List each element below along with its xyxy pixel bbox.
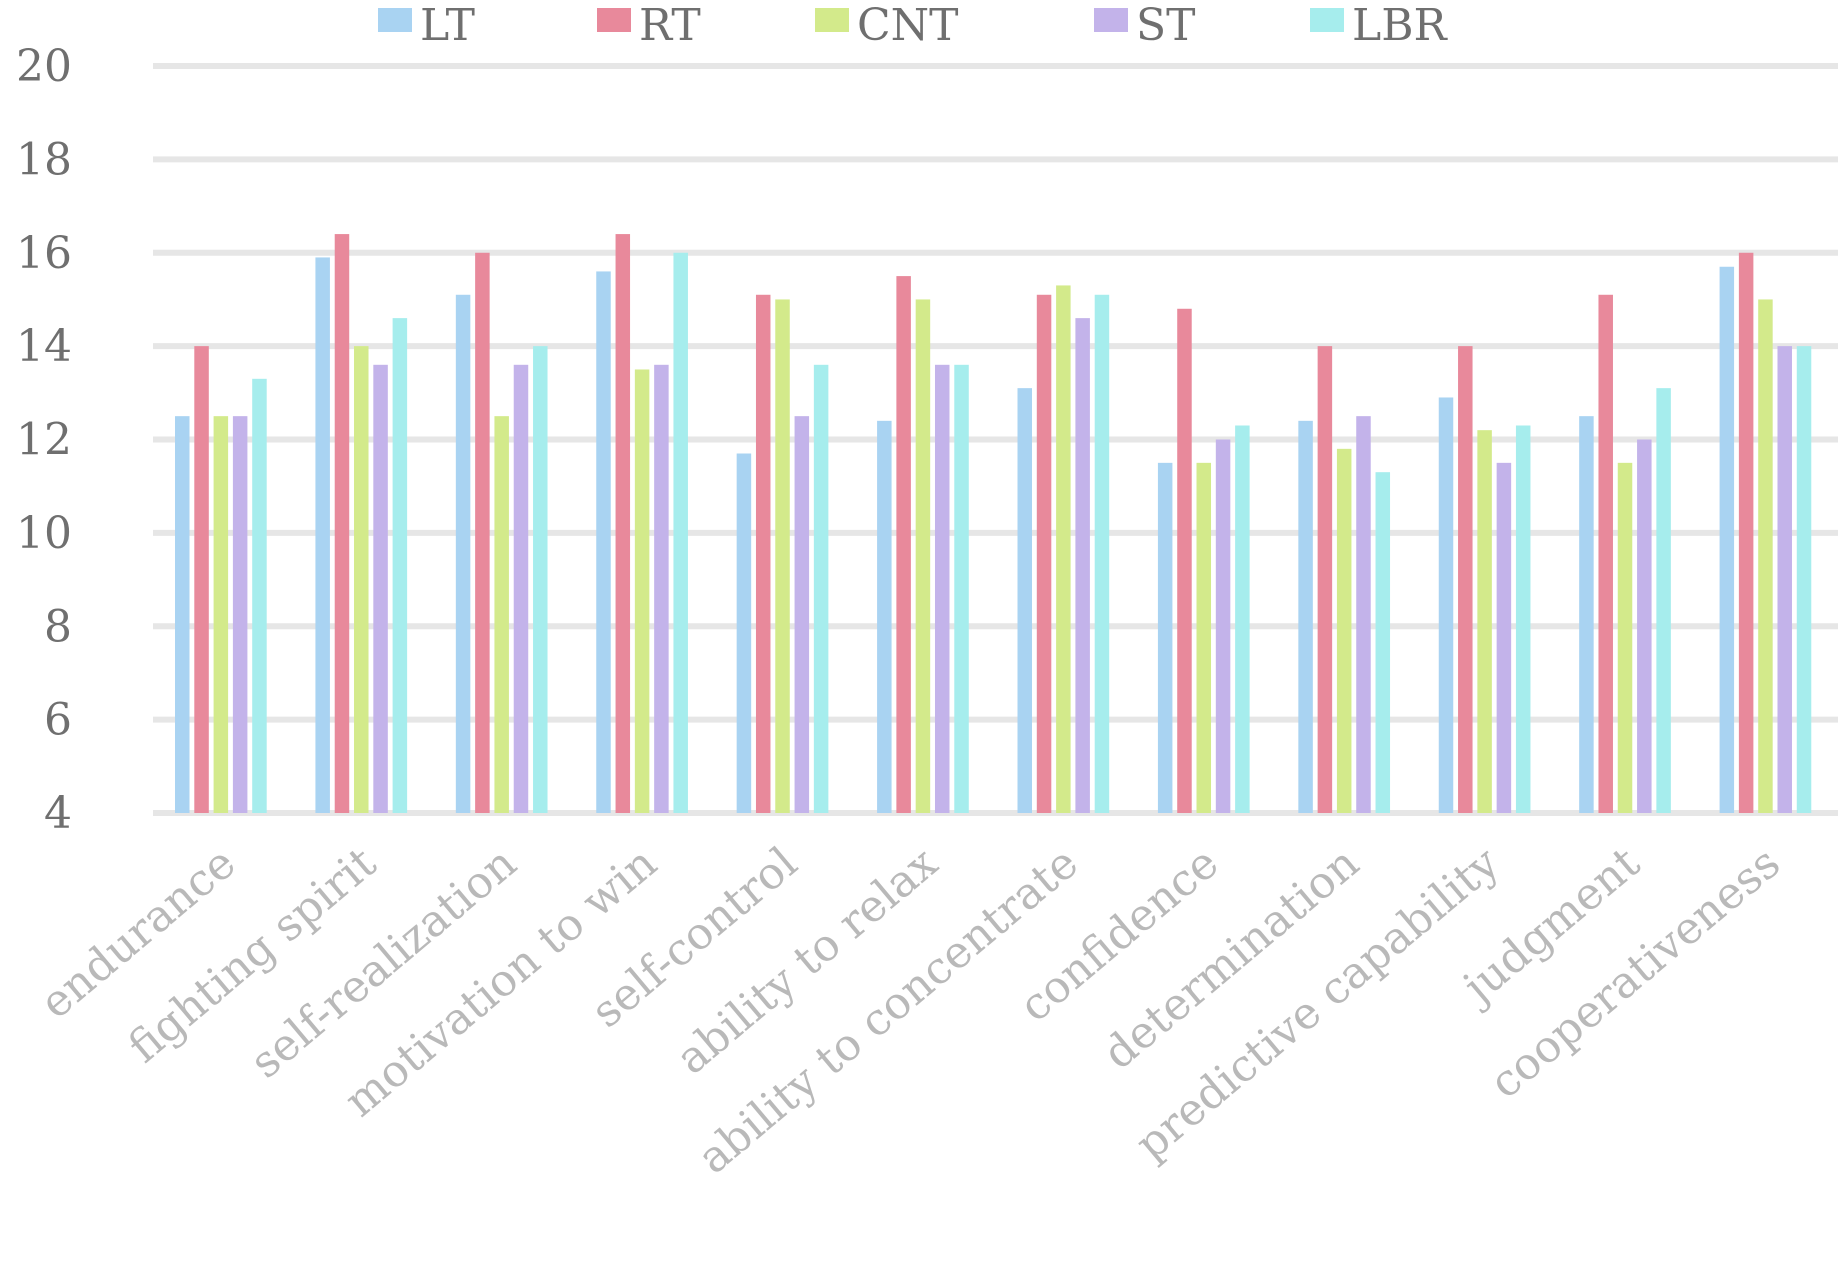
y-tick-label: 14 <box>16 321 72 372</box>
bar-cnt-11 <box>1758 299 1773 813</box>
bar-cnt-0 <box>213 416 229 813</box>
bar-lt-0 <box>175 416 190 813</box>
bar-st-1 <box>373 364 388 813</box>
bar-lt-11 <box>1719 266 1735 814</box>
bar-st-3 <box>654 364 669 813</box>
bar-lbr-5 <box>954 364 969 813</box>
legend-swatch <box>597 8 631 32</box>
bar-lbr-3 <box>673 252 688 813</box>
legend-label: CNT <box>857 0 959 51</box>
legend-item-rt: RT <box>597 0 701 51</box>
legend-swatch <box>378 8 412 32</box>
bar-lt-7 <box>1157 462 1173 813</box>
bar-cnt-1 <box>354 346 369 813</box>
bar-st-2 <box>513 364 529 813</box>
bar-lbr-11 <box>1796 346 1812 813</box>
y-tick-label: 18 <box>16 134 72 185</box>
bar-lbr-4 <box>813 364 829 813</box>
y-tick-label: 16 <box>16 228 72 279</box>
bar-cnt-8 <box>1336 448 1352 813</box>
bar-rt-5 <box>896 276 911 813</box>
bar-lbr-6 <box>1094 294 1110 813</box>
x-tick-label: fighting spirit <box>119 837 386 1073</box>
legend-item-st: ST <box>1094 0 1196 51</box>
bar-lbr-2 <box>533 346 548 813</box>
bar-lt-2 <box>455 294 471 813</box>
bar-lt-3 <box>596 271 611 813</box>
bar-st-10 <box>1637 439 1652 813</box>
bar-lbr-10 <box>1656 388 1671 813</box>
bar-lbr-0 <box>252 378 267 813</box>
legend-label: LBR <box>1352 0 1449 51</box>
bar-st-11 <box>1777 346 1792 813</box>
legend: LT RT CNT ST LBR <box>378 0 1449 51</box>
y-tick-label: 12 <box>16 415 72 466</box>
bar-lbr-8 <box>1375 472 1391 813</box>
bar-lt-10 <box>1579 416 1594 813</box>
bar-cnt-4 <box>775 299 790 813</box>
bar-rt-2 <box>475 252 490 813</box>
bar-rt-8 <box>1317 346 1333 813</box>
legend-item-lt: LT <box>378 0 475 51</box>
bars <box>175 234 1812 814</box>
bar-lt-9 <box>1438 397 1454 813</box>
bar-lbr-9 <box>1515 425 1531 813</box>
legend-swatch <box>815 8 849 32</box>
y-tick-label: 6 <box>44 695 72 746</box>
bar-rt-3 <box>615 234 631 813</box>
y-axis-ticks: 4 6 8 10 12 14 16 18 20 <box>16 41 72 839</box>
y-tick-label: 8 <box>44 601 72 652</box>
bar-rt-9 <box>1458 346 1473 813</box>
bar-lt-8 <box>1298 420 1313 813</box>
y-tick-label: 20 <box>16 41 72 92</box>
bar-st-8 <box>1356 416 1371 813</box>
legend-label: LT <box>420 0 475 51</box>
bar-lt-5 <box>877 420 892 813</box>
bar-st-7 <box>1215 439 1231 813</box>
gridlines <box>153 63 1838 816</box>
bar-rt-0 <box>194 346 209 813</box>
bar-lbr-7 <box>1235 425 1250 813</box>
y-tick-label: 4 <box>44 788 72 839</box>
bar-rt-7 <box>1177 308 1192 813</box>
legend-label: ST <box>1136 0 1196 51</box>
bar-cnt-10 <box>1617 462 1633 813</box>
bar-st-0 <box>232 416 248 813</box>
bar-cnt-9 <box>1477 430 1492 813</box>
bar-st-4 <box>794 416 810 813</box>
bar-st-6 <box>1075 318 1090 813</box>
bar-lbr-1 <box>392 318 408 813</box>
legend-label: RT <box>639 0 701 51</box>
legend-swatch <box>1094 8 1128 32</box>
bar-rt-10 <box>1598 294 1613 813</box>
bar-st-9 <box>1496 462 1512 813</box>
bar-lt-4 <box>736 453 752 813</box>
legend-item-lbr: LBR <box>1310 0 1449 51</box>
bar-cnt-2 <box>494 416 509 813</box>
bar-rt-6 <box>1036 294 1052 813</box>
legend-item-cnt: CNT <box>815 0 959 51</box>
bar-st-5 <box>934 364 950 813</box>
bar-cnt-5 <box>915 299 931 813</box>
bar-lt-6 <box>1017 388 1032 813</box>
bar-cnt-6 <box>1056 285 1071 813</box>
bar-rt-11 <box>1738 252 1754 813</box>
bar-rt-1 <box>334 234 350 813</box>
bar-cnt-7 <box>1196 462 1212 813</box>
legend-swatch <box>1310 8 1344 32</box>
bar-rt-4 <box>755 294 771 813</box>
y-tick-label: 10 <box>16 508 72 559</box>
bar-lt-1 <box>315 257 330 813</box>
bar-cnt-3 <box>634 369 650 813</box>
